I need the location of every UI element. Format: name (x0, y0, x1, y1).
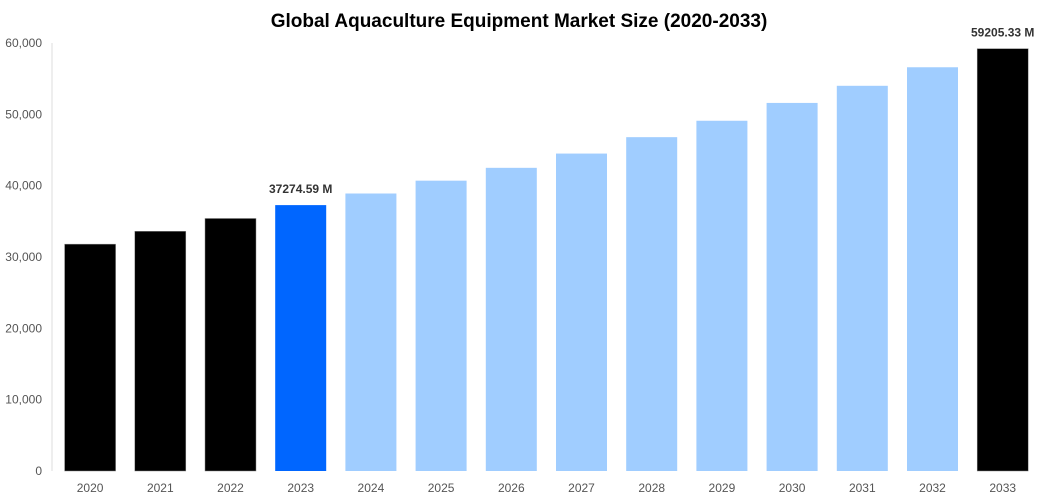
data-label: 37274.59 M (269, 182, 332, 196)
y-tick-label: 30,000 (5, 250, 42, 264)
x-tick-label: 2024 (358, 481, 385, 495)
bar-2025 (415, 180, 467, 471)
x-tick-label: 2025 (428, 481, 455, 495)
x-tick-label: 2020 (77, 481, 104, 495)
bar-2032 (907, 67, 958, 472)
x-tick-label: 2031 (849, 481, 876, 495)
bar-2022 (204, 218, 257, 472)
bar-2024 (345, 193, 397, 471)
x-tick-label: 2026 (498, 481, 525, 495)
bar-2026 (485, 167, 537, 472)
bar-2030 (766, 102, 818, 472)
x-tick-label: 2021 (147, 481, 174, 495)
bar-2021 (134, 231, 187, 472)
bar-2020 (64, 243, 116, 472)
y-tick-label: 20,000 (5, 321, 42, 335)
bar-2033 (976, 48, 1029, 472)
bar-2031 (836, 85, 888, 472)
x-tick-label: 2033 (989, 481, 1016, 495)
x-tick-label: 2030 (779, 481, 806, 495)
y-tick-label: 50,000 (5, 107, 42, 121)
bar-2023 (275, 205, 327, 472)
chart-title: Global Aquaculture Equipment Market Size… (271, 11, 768, 32)
x-tick-label: 2023 (287, 481, 314, 495)
x-tick-label: 2032 (919, 481, 946, 495)
bar-2027 (556, 153, 607, 472)
y-tick-label: 40,000 (5, 179, 42, 193)
y-tick-label: 10,000 (5, 393, 42, 407)
x-tick-label: 2022 (217, 481, 244, 495)
bar-2028 (626, 137, 678, 471)
y-tick-label: 0 (35, 464, 42, 478)
x-tick-label: 2029 (709, 481, 736, 495)
data-label: 59205.33 M (971, 26, 1034, 40)
x-tick-label: 2027 (568, 481, 595, 495)
y-tick-label: 60,000 (5, 36, 42, 50)
x-tick-label: 2028 (638, 481, 665, 495)
bar-2029 (696, 120, 748, 472)
